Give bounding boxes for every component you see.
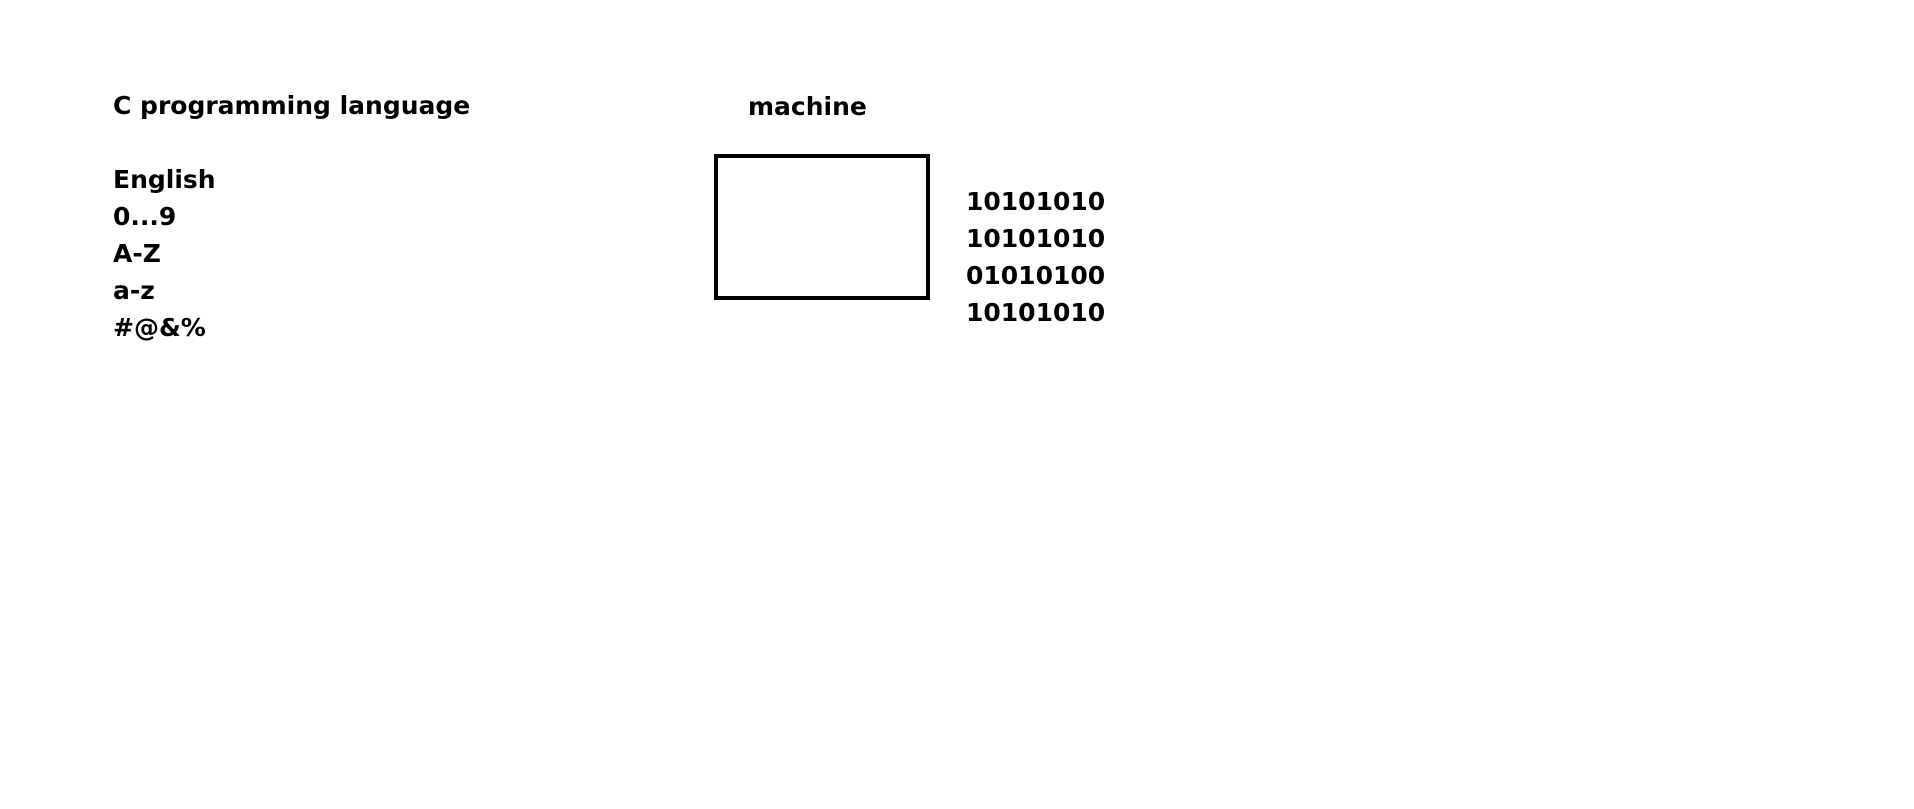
character-set-item-lowercase: a-z bbox=[113, 276, 155, 305]
machine-box bbox=[714, 154, 930, 300]
binary-line-1: 10101010 bbox=[966, 187, 1106, 216]
c-language-title: C programming language bbox=[113, 91, 471, 120]
character-set-item-digits: 0...9 bbox=[113, 202, 177, 231]
character-set-item-english: English bbox=[113, 165, 216, 194]
character-set-list: English 0...9 A-Z a-z #@&% bbox=[113, 161, 216, 346]
binary-code-list: 10101010 10101010 01010100 10101010 bbox=[966, 183, 1105, 331]
machine-title: machine bbox=[748, 92, 867, 121]
character-set-item-symbols: #@&% bbox=[113, 313, 206, 342]
character-set-item-uppercase: A-Z bbox=[113, 239, 161, 268]
binary-line-3: 01010100 bbox=[966, 261, 1106, 290]
binary-line-4: 10101010 bbox=[966, 298, 1106, 327]
binary-line-2: 10101010 bbox=[966, 224, 1106, 253]
